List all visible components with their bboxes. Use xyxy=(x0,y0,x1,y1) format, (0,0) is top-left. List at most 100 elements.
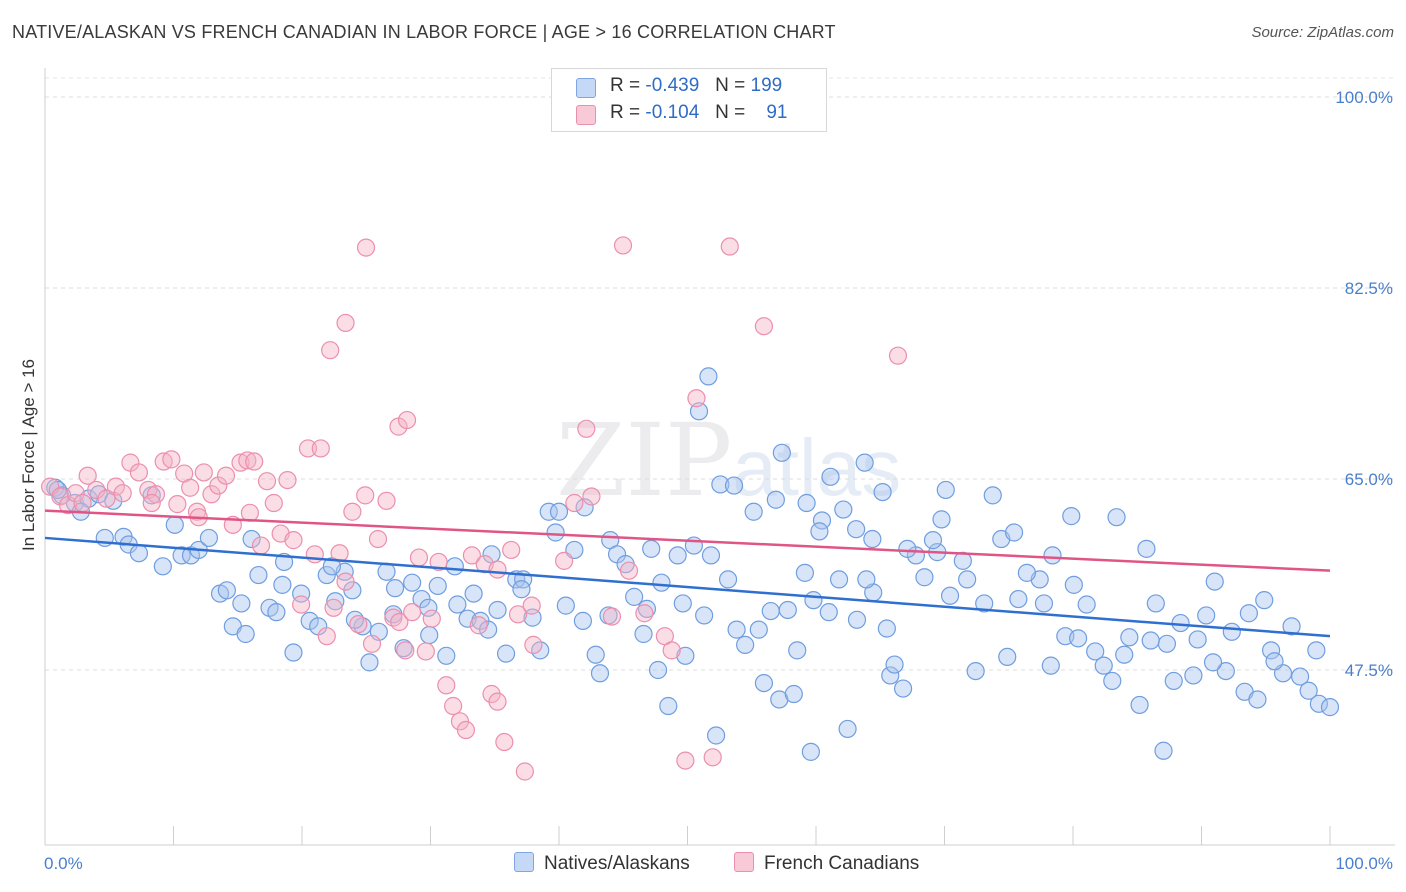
point-french-81 xyxy=(602,607,622,626)
point-french-37 xyxy=(311,439,330,458)
y-tick-label-0: 47.5% xyxy=(1345,661,1393,680)
point-native-14 xyxy=(165,515,184,534)
point-native-71 xyxy=(652,573,671,592)
point-french-41 xyxy=(336,572,355,591)
point-french-54 xyxy=(422,609,441,628)
point-french-42 xyxy=(343,502,362,521)
correlation-legend: R = -0.439 N = 199 R = -0.104 N = 91 xyxy=(551,68,827,132)
point-native-152 xyxy=(1120,628,1139,647)
point-native-141 xyxy=(1320,698,1340,717)
y-tick-label-2: 82.5% xyxy=(1345,279,1393,298)
point-native-176 xyxy=(923,531,943,550)
point-french-72 xyxy=(356,238,376,257)
point-native-33 xyxy=(326,592,345,611)
point-native-82 xyxy=(744,502,763,521)
point-native-123 xyxy=(1069,629,1088,648)
point-native-93 xyxy=(838,719,857,739)
point-native-37 xyxy=(360,653,379,672)
point-native-124 xyxy=(1086,642,1105,661)
point-french-39 xyxy=(324,598,343,617)
point-native-60 xyxy=(556,596,575,615)
point-native-157 xyxy=(1222,622,1241,641)
point-native-182 xyxy=(648,660,668,680)
point-native-62 xyxy=(573,611,593,630)
point-native-106 xyxy=(797,493,816,513)
point-native-58 xyxy=(539,502,558,521)
point-french-15 xyxy=(162,450,181,469)
point-native-97 xyxy=(873,482,892,502)
point-native-115 xyxy=(940,586,960,605)
point-native-153 xyxy=(1141,631,1160,650)
point-french-67 xyxy=(508,605,528,624)
point-native-80 xyxy=(727,620,746,639)
point-native-133 xyxy=(1197,606,1216,625)
point-french-13 xyxy=(146,485,166,504)
point-french-5 xyxy=(78,466,97,485)
point-native-155 xyxy=(1188,630,1207,649)
point-native-90 xyxy=(812,511,832,530)
point-native-87 xyxy=(788,641,807,660)
y-tick-label-3: 100.0% xyxy=(1335,88,1393,107)
point-french-78 xyxy=(565,493,584,513)
legend-swatch-natives xyxy=(576,78,596,98)
trend-line-natives xyxy=(44,536,1331,638)
axes xyxy=(44,68,1395,846)
point-native-78 xyxy=(711,475,730,494)
point-native-59 xyxy=(549,502,569,521)
point-native-84 xyxy=(761,601,780,621)
point-french-87 xyxy=(676,751,695,770)
point-native-166 xyxy=(801,742,820,761)
point-native-107 xyxy=(766,490,785,509)
series-french-canadians xyxy=(41,236,908,781)
point-native-92 xyxy=(829,570,849,589)
point-native-108 xyxy=(810,522,829,541)
point-french-50 xyxy=(396,641,415,660)
chart-title: NATIVE/ALASKAN VS FRENCH CANADIAN IN LAB… xyxy=(12,22,836,42)
point-native-98 xyxy=(881,666,900,685)
point-french-29 xyxy=(257,472,277,491)
y-tick-label-1: 65.0% xyxy=(1345,470,1393,489)
point-french-49 xyxy=(390,612,409,632)
point-french-18 xyxy=(181,478,200,497)
point-french-32 xyxy=(278,470,297,490)
legend-swatch-french xyxy=(576,105,596,125)
point-french-71 xyxy=(336,313,355,333)
point-native-154 xyxy=(1164,671,1183,691)
point-native-126 xyxy=(1103,671,1122,691)
point-native-79 xyxy=(718,570,738,589)
point-french-70 xyxy=(321,341,340,360)
point-native-45 xyxy=(428,576,447,596)
point-native-15 xyxy=(172,546,191,565)
point-french-56 xyxy=(437,676,456,695)
point-native-132 xyxy=(1184,666,1203,685)
point-french-77 xyxy=(555,551,574,570)
point-french-9 xyxy=(113,484,132,503)
point-french-83 xyxy=(619,561,639,580)
watermark-atlas: atlas xyxy=(732,423,902,512)
point-native-128 xyxy=(1130,695,1149,715)
point-native-139 xyxy=(1291,667,1310,686)
point-native-69 xyxy=(634,624,653,644)
point-native-105 xyxy=(772,443,791,462)
point-french-57 xyxy=(444,696,463,716)
point-native-46 xyxy=(437,646,456,665)
point-native-13 xyxy=(153,557,172,576)
point-native-186 xyxy=(479,620,498,639)
source-label: Source: ZipAtlas.com xyxy=(1251,24,1394,41)
point-native-121 xyxy=(1034,594,1054,613)
point-french-40 xyxy=(330,544,349,563)
point-native-185 xyxy=(512,580,531,599)
point-french-60 xyxy=(462,546,482,565)
point-native-137 xyxy=(1261,641,1281,660)
point-french-30 xyxy=(264,493,283,513)
point-french-80 xyxy=(582,487,601,506)
point-native-11 xyxy=(129,544,149,563)
point-native-156 xyxy=(1205,572,1224,591)
point-native-127 xyxy=(1115,645,1134,664)
series-natives-alaskans xyxy=(46,367,1340,761)
point-french-90 xyxy=(720,237,739,256)
point-native-110 xyxy=(847,520,866,539)
point-native-29 xyxy=(292,584,311,603)
point-native-145 xyxy=(966,661,985,681)
point-native-169 xyxy=(936,480,955,500)
